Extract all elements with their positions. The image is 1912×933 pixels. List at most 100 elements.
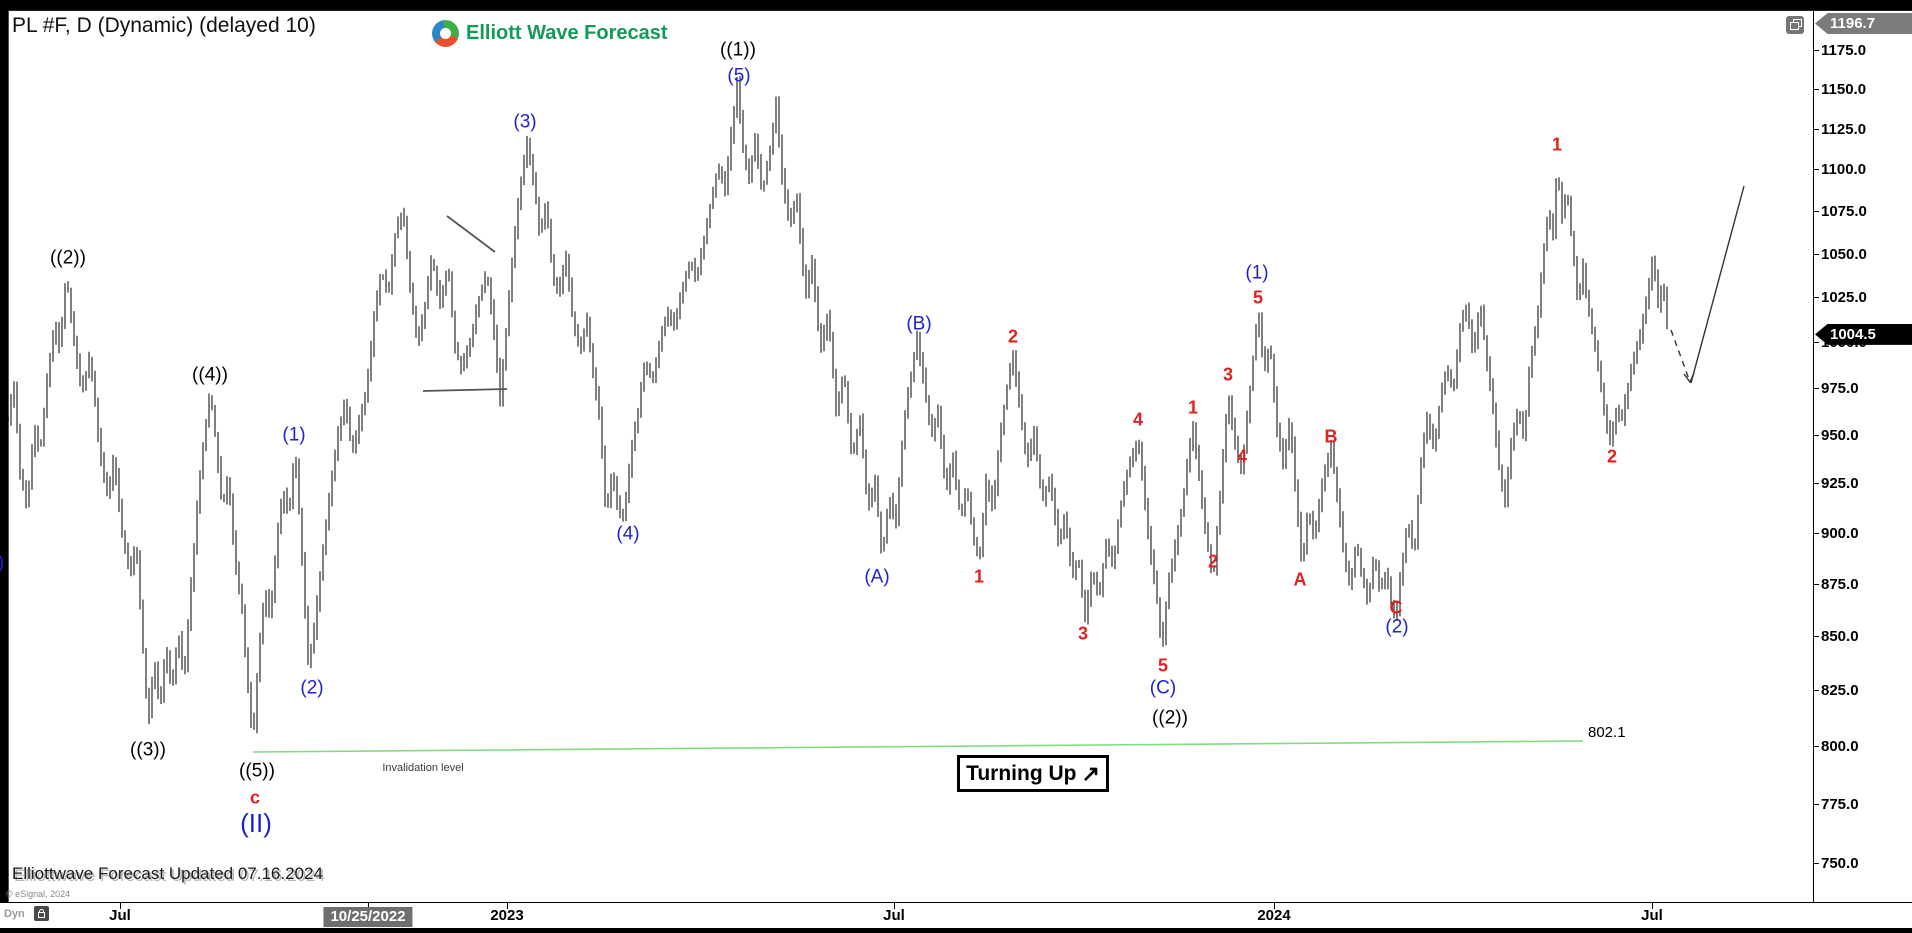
left-black-strip <box>0 10 8 902</box>
price-tick-label: 1025.0 <box>1821 289 1867 307</box>
invalidation-level-value: 802.1 <box>1588 724 1626 741</box>
restore-window-icon[interactable] <box>1786 16 1804 34</box>
wave-label: (C) <box>1149 677 1177 699</box>
wave-label: B <box>1324 426 1338 447</box>
date-tick <box>894 903 895 909</box>
wave-label: (1) <box>1245 262 1269 284</box>
wave-label: (4) <box>616 523 640 545</box>
top-black-strip <box>0 0 1912 10</box>
wave-label: 2 <box>1007 326 1019 347</box>
wave-label: 1 <box>1187 397 1199 418</box>
date-tick <box>1274 903 1275 909</box>
ohlc-bars <box>8 76 1668 734</box>
wave-label: (II) <box>240 808 272 838</box>
wave-label: ((4)) <box>192 364 228 386</box>
selected-date-label: 10/25/2022 <box>323 907 413 927</box>
date-label: Jul <box>1641 907 1663 924</box>
invalidation-level-caption: Invalidation level <box>382 762 464 774</box>
price-tick <box>1814 297 1819 299</box>
invalidation-level-line <box>252 740 1584 753</box>
brand-logo-text: Elliott Wave Forecast <box>466 21 668 44</box>
price-tick <box>1814 690 1819 692</box>
lock-icon[interactable] <box>34 906 49 921</box>
wave-label: ((3)) <box>130 739 166 761</box>
wave-label: (3) <box>513 111 537 133</box>
price-tick <box>1814 211 1819 213</box>
up-right-arrow-icon: ↗ <box>1081 760 1100 786</box>
wave-label: ((5)) <box>239 760 275 782</box>
wave-label: (2) <box>1385 616 1409 638</box>
wave-label: 5 <box>1252 287 1264 308</box>
price-tick-label: 1150.0 <box>1821 80 1867 98</box>
price-tick-label: 1050.0 <box>1821 245 1867 263</box>
date-tick <box>368 903 369 909</box>
price-axis[interactable]: 1175.0 1150.0 1125.0 1100.0 1075.0 1050.0 1025… <box>1813 10 1912 904</box>
dyn-mode-label: Dyn <box>4 908 25 920</box>
wave-label: C <box>1389 597 1403 618</box>
symbol-title: PL #F, D (Dynamic) (delayed 10) <box>12 14 316 37</box>
price-tick-label: 775.0 <box>1821 795 1859 813</box>
price-tick-label: 1125.0 <box>1821 120 1867 138</box>
high-price-badge: 1196.7 <box>1815 13 1912 34</box>
price-tick <box>1814 342 1819 344</box>
wave-label: 4 <box>1132 409 1144 430</box>
price-tick <box>1814 387 1819 389</box>
date-label: Jul <box>109 907 131 924</box>
price-tick-label: 850.0 <box>1821 628 1859 646</box>
price-tick-label: 825.0 <box>1821 682 1859 700</box>
wave-label: 3 <box>1077 623 1089 644</box>
price-tick-label: 925.0 <box>1821 475 1859 493</box>
wave-label: 2 <box>1207 551 1219 572</box>
price-tick <box>1814 636 1819 638</box>
wave-label: (A) <box>864 566 890 588</box>
forecast-arrow <box>1670 185 1745 384</box>
forecast-watermark: Elliottwave Forecast Updated 07.16.2024 <box>12 864 323 883</box>
price-tick <box>1814 49 1819 51</box>
wave-label: c <box>249 787 261 808</box>
date-label: 2023 <box>490 907 524 924</box>
price-tick <box>1814 169 1819 171</box>
price-tick-label: 800.0 <box>1821 738 1859 756</box>
price-tick <box>1814 128 1819 130</box>
price-tick <box>1814 434 1819 436</box>
brand-logo: Elliott Wave Forecast <box>432 18 668 48</box>
price-tick <box>1814 863 1819 865</box>
price-tick-label: 875.0 <box>1821 575 1859 593</box>
chart-plot-area[interactable] <box>8 10 1814 904</box>
price-tick <box>1814 803 1819 805</box>
date-label: Jul <box>883 907 905 924</box>
price-tick-label: 1100.0 <box>1821 161 1867 179</box>
wave-label: ((1)) <box>720 39 756 61</box>
wave-label: (5) <box>727 65 751 87</box>
turning-up-callout: Turning Up ↗ <box>957 755 1109 792</box>
wave-label: 3 <box>1222 364 1234 385</box>
wave-label: 1 <box>973 566 985 587</box>
wave-label: A <box>1293 569 1307 590</box>
wave-label: 5 <box>1157 655 1169 676</box>
price-tick <box>1814 532 1819 534</box>
bottom-black-strip <box>0 928 1912 933</box>
last-price-badge: 1004.5 <box>1815 323 1912 345</box>
wave-label: 4 <box>1236 446 1248 467</box>
date-tick <box>120 903 121 909</box>
price-tick <box>1814 253 1819 255</box>
price-tick-label: 1175.0 <box>1821 41 1867 59</box>
wave-label: ((2)) <box>50 247 86 269</box>
trendline-annotations <box>422 215 508 392</box>
wave-label: (B) <box>906 313 932 335</box>
wave-label: (1) <box>282 424 306 446</box>
date-tick <box>507 903 508 909</box>
date-tick <box>1652 903 1653 909</box>
wave-label: ) <box>0 554 4 573</box>
turning-up-text: Turning Up <box>966 761 1077 785</box>
price-tick <box>1814 583 1819 585</box>
price-tick <box>1814 483 1819 485</box>
price-tick-label: 975.0 <box>1821 379 1859 397</box>
time-axis[interactable] <box>0 902 1912 929</box>
wave-label: ((2)) <box>1152 707 1188 729</box>
wave-label: 2 <box>1606 446 1618 467</box>
price-tick-label: 900.0 <box>1821 524 1859 542</box>
elliott-wave-swirl-icon <box>432 19 459 47</box>
